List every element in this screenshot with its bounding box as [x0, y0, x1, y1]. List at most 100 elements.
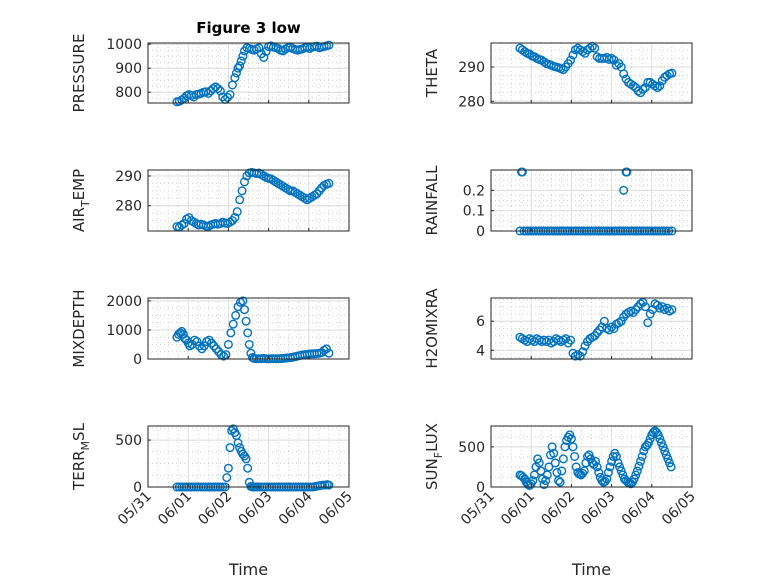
- data-point: [638, 297, 648, 307]
- y-tick-label: 500: [115, 433, 142, 449]
- data-point: [539, 57, 549, 67]
- y-tick-label: 290: [458, 60, 485, 76]
- y-tick-label: 900: [115, 61, 142, 77]
- axes-frame: [490, 42, 693, 104]
- y-tick-label: 6: [476, 314, 485, 330]
- data-point: [658, 442, 668, 452]
- data-point: [529, 470, 539, 480]
- data-point: [232, 207, 242, 217]
- y-tick-label: 500: [458, 440, 485, 456]
- data-point: [644, 438, 654, 448]
- x-tick-label: 06/02: [538, 489, 578, 529]
- data-point: [638, 84, 648, 94]
- y-axis-label: PRESSURE: [70, 34, 88, 113]
- data-point: [215, 86, 225, 96]
- x-tick-label: 06/03: [579, 489, 619, 529]
- data-point: [238, 296, 248, 306]
- y-tick-label: 290: [115, 169, 142, 185]
- data-point: [324, 40, 334, 50]
- data-point: [241, 454, 251, 464]
- data-point: [557, 466, 567, 476]
- y-tick-label: 0.1: [463, 204, 485, 220]
- data-point: [584, 450, 594, 460]
- data-point: [243, 328, 253, 338]
- data-point: [629, 474, 639, 484]
- axes-frame: [490, 425, 693, 488]
- data-point: [324, 348, 334, 358]
- data-point: [203, 88, 213, 98]
- data-point: [231, 310, 241, 320]
- data-point: [529, 52, 539, 62]
- data-point: [555, 477, 565, 487]
- y-tick-label: 0: [476, 224, 485, 240]
- subplot-4: 0 0.1 0.2 RAINFALL: [423, 165, 693, 240]
- data-point: [663, 454, 673, 464]
- data-point: [552, 468, 562, 478]
- data-point: [578, 47, 588, 57]
- y-axis-label: THETA: [423, 48, 441, 98]
- y-tick-label: 1000: [106, 37, 142, 53]
- data-point: [605, 462, 615, 472]
- x-tick-label: 06/03: [236, 489, 276, 529]
- data-point: [558, 454, 568, 464]
- y-tick-label: 280: [458, 94, 485, 110]
- y-tick-label: 800: [115, 85, 142, 101]
- data-point: [667, 305, 677, 315]
- data-point: [259, 52, 269, 62]
- y-axis-label: MIXDEPTH: [70, 289, 88, 367]
- y-axis-label: AIRTEMP: [70, 169, 92, 232]
- data-point: [600, 476, 610, 486]
- data-point: [643, 318, 653, 328]
- data-point: [230, 213, 240, 223]
- data-point: [223, 92, 233, 102]
- data-point: [221, 350, 231, 360]
- data-point: [241, 316, 251, 326]
- data-point: [239, 305, 249, 315]
- data-point: [542, 470, 552, 480]
- data-point: [566, 55, 576, 65]
- data-point: [225, 90, 235, 100]
- y-tick-label: 0: [476, 480, 485, 496]
- data-point: [592, 462, 602, 472]
- data-point: [558, 65, 568, 75]
- data-point: [236, 56, 246, 66]
- data-point: [633, 86, 643, 96]
- data-point: [656, 438, 666, 448]
- data-point: [615, 462, 625, 472]
- data-point: [619, 185, 629, 195]
- data-point: [223, 463, 233, 473]
- data-point: [667, 68, 677, 78]
- data-point: [643, 77, 653, 87]
- data-point: [554, 476, 564, 486]
- y-axis-label: TERRMSL: [70, 422, 92, 491]
- data-point: [655, 434, 665, 444]
- data-point: [575, 351, 585, 361]
- data-point: [233, 438, 243, 448]
- y-axis-label: H2OMIXRA: [423, 288, 441, 369]
- y-tick-label: 2000: [106, 294, 142, 310]
- data-point: [192, 337, 202, 347]
- data-point: [616, 466, 626, 476]
- data-point: [222, 473, 232, 483]
- x-tick-label: 06/05: [316, 489, 356, 529]
- data-point: [611, 60, 621, 70]
- data-point: [650, 81, 660, 91]
- data-point: [317, 480, 327, 490]
- subplot-6: 4 6 H2OMIXRA: [423, 288, 693, 369]
- data-point: [613, 458, 623, 468]
- data-point: [616, 316, 626, 326]
- data-point: [579, 466, 589, 476]
- data-point: [235, 61, 245, 71]
- data-point: [321, 344, 331, 354]
- y-tick-label: 0: [133, 352, 142, 368]
- data-point: [189, 92, 199, 102]
- data-point: [533, 454, 543, 464]
- x-axis-label: Time: [228, 560, 268, 579]
- data-point: [239, 177, 249, 187]
- data-point: [544, 462, 554, 472]
- data-point: [648, 427, 658, 437]
- data-point: [561, 334, 571, 344]
- axes-background: [147, 42, 350, 104]
- data-point: [640, 83, 650, 93]
